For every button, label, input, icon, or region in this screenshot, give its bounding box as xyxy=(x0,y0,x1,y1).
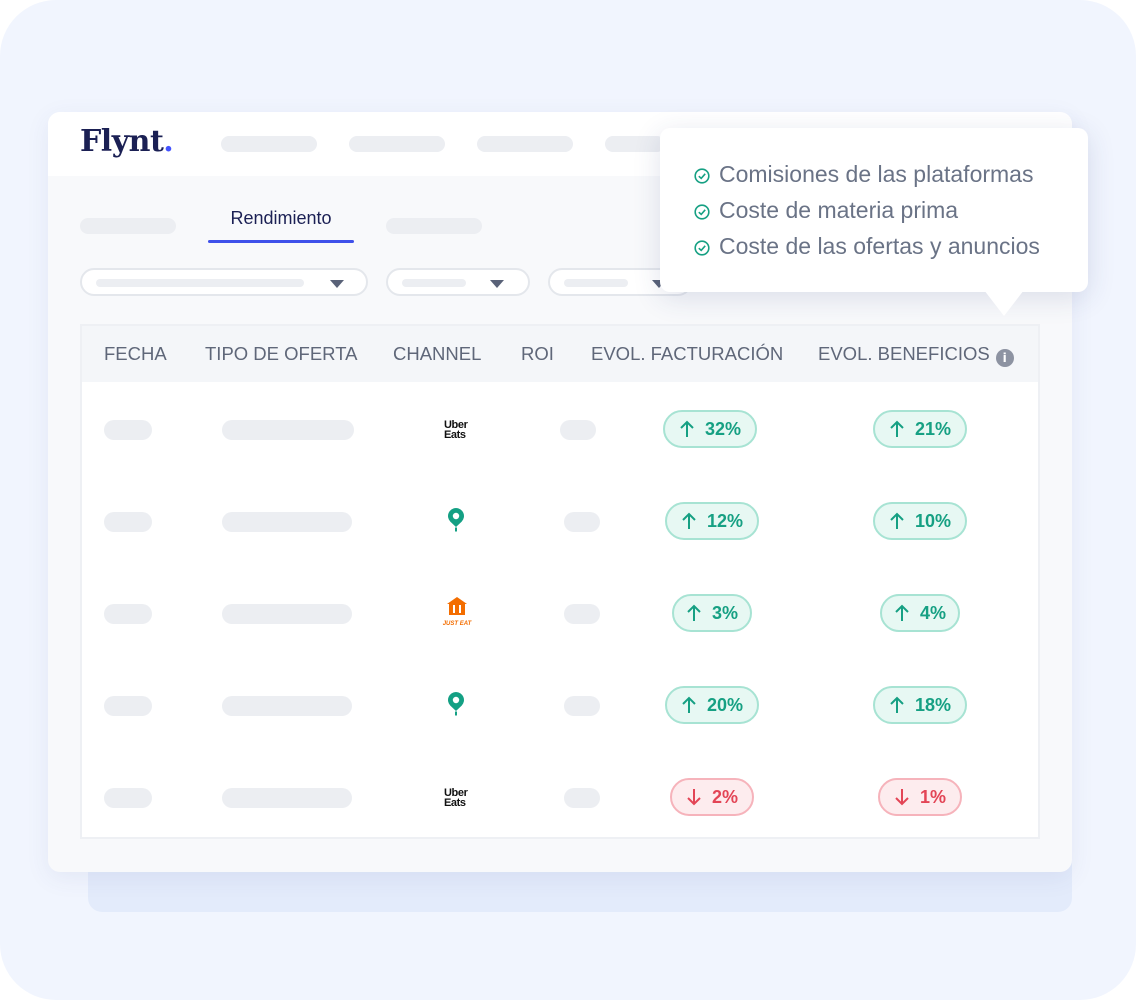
tooltip-item: Coste de las ofertas y anuncios xyxy=(694,233,1040,260)
table-row: 12% 10% xyxy=(82,474,1038,566)
date-placeholder xyxy=(104,788,152,808)
offer-type-placeholder xyxy=(222,788,352,808)
tooltip-pointer xyxy=(984,290,1024,316)
chevron-down-icon xyxy=(652,280,666,288)
roi-placeholder xyxy=(564,604,600,624)
beneficios-badge: 21% xyxy=(873,410,967,448)
nav-item-placeholder[interactable] xyxy=(349,136,445,152)
column-header-evol-beneficios-label: EVOL. BENEFICIOS xyxy=(818,343,990,364)
offer-type-placeholder xyxy=(222,420,354,440)
nav-item-placeholder[interactable] xyxy=(477,136,573,152)
chevron-down-icon xyxy=(490,280,504,288)
date-placeholder xyxy=(104,604,152,624)
dashboard-window: Flynt. Rendimiento FECHA TIPO DE OFERTA … xyxy=(48,112,1072,872)
uber-eats-logo: Uber Eats xyxy=(444,419,468,441)
brand-name: Flynt xyxy=(80,124,164,159)
arrow-up-icon xyxy=(890,696,904,713)
filter-dropdown[interactable] xyxy=(80,268,368,296)
roi-placeholder xyxy=(560,420,596,440)
offer-type-placeholder xyxy=(222,512,352,532)
offer-type-placeholder xyxy=(222,604,352,624)
arrow-up-icon xyxy=(687,604,701,621)
glovo-logo xyxy=(447,691,465,722)
check-circle-icon xyxy=(694,240,710,256)
tooltip-item: Comisiones de las plataformas xyxy=(694,161,1033,188)
offer-type-placeholder xyxy=(222,696,352,716)
glovo-logo xyxy=(447,507,465,538)
date-placeholder xyxy=(104,420,152,440)
chevron-down-icon xyxy=(330,280,344,288)
table-row: JUST EAT 3% 4% xyxy=(82,566,1038,658)
arrow-down-icon xyxy=(895,789,909,806)
filter-dropdown[interactable] xyxy=(386,268,530,296)
column-header-channel[interactable]: CHANNEL xyxy=(393,343,482,364)
brand-logo[interactable]: Flynt. xyxy=(80,124,174,159)
facturacion-badge: 12% xyxy=(665,502,759,540)
arrow-down-icon xyxy=(687,789,701,806)
tab-rendimiento[interactable]: Rendimiento xyxy=(230,208,332,228)
dropdown-value-placeholder xyxy=(402,279,466,287)
roi-placeholder xyxy=(564,696,600,716)
beneficios-badge: 18% xyxy=(873,686,967,724)
info-icon[interactable]: i xyxy=(995,349,1014,367)
arrow-up-icon xyxy=(890,512,904,529)
facturacion-badge: 2% xyxy=(670,778,754,816)
check-circle-icon xyxy=(694,204,710,220)
table-header: FECHA TIPO DE OFERTA CHANNEL ROI EVOL. F… xyxy=(82,326,1038,382)
column-header-evol-beneficios[interactable]: EVOL. BENEFICIOS i xyxy=(818,343,1014,367)
facturacion-badge: 32% xyxy=(663,410,757,448)
dropdown-value-placeholder xyxy=(96,279,304,287)
check-circle-icon xyxy=(694,168,710,184)
table-row: Uber Eats 32% 21% xyxy=(82,382,1038,474)
column-header-evol-facturacion[interactable]: EVOL. FACTURACIÓN xyxy=(591,343,784,364)
roi-placeholder xyxy=(564,788,600,808)
tooltip-item: Coste de materia prima xyxy=(694,197,958,224)
performance-table: FECHA TIPO DE OFERTA CHANNEL ROI EVOL. F… xyxy=(80,324,1040,839)
tab-placeholder[interactable] xyxy=(80,218,176,234)
column-header-roi[interactable]: ROI xyxy=(521,343,554,364)
arrow-up-icon xyxy=(890,420,904,437)
arrow-up-icon xyxy=(680,420,694,437)
date-placeholder xyxy=(104,696,152,716)
beneficios-badge: 10% xyxy=(873,502,967,540)
just-eat-logo: JUST EAT xyxy=(440,596,474,628)
nav-item-placeholder[interactable] xyxy=(221,136,317,152)
arrow-up-icon xyxy=(682,696,696,713)
dropdown-value-placeholder xyxy=(564,279,628,287)
nav-item-placeholder[interactable] xyxy=(605,136,665,152)
date-placeholder xyxy=(104,512,152,532)
column-header-fecha[interactable]: FECHA xyxy=(104,343,167,364)
beneficios-badge: 1% xyxy=(878,778,962,816)
table-row: 20% 18% xyxy=(82,658,1038,750)
facturacion-badge: 3% xyxy=(672,594,752,632)
uber-eats-logo: Uber Eats xyxy=(444,787,468,809)
beneficios-info-tooltip: Comisiones de las plataformas Coste de m… xyxy=(660,128,1088,292)
facturacion-badge: 20% xyxy=(665,686,759,724)
arrow-up-icon xyxy=(895,604,909,621)
roi-placeholder xyxy=(564,512,600,532)
tab-placeholder[interactable] xyxy=(386,218,482,234)
beneficios-badge: 4% xyxy=(880,594,960,632)
active-tab-indicator xyxy=(208,240,354,243)
table-row: Uber Eats 2% 1% xyxy=(82,750,1038,842)
arrow-up-icon xyxy=(682,512,696,529)
column-header-tipo-oferta[interactable]: TIPO DE OFERTA xyxy=(205,343,358,364)
brand-dot: . xyxy=(163,124,174,159)
